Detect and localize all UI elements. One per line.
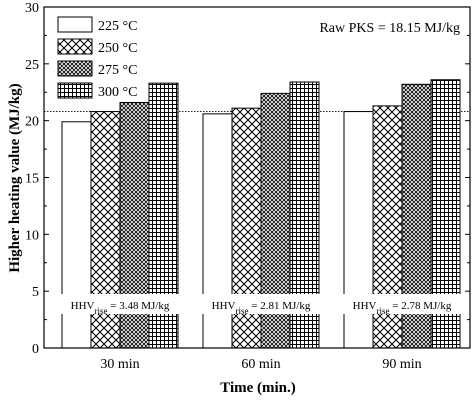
chart-annotation: Raw PKS = 18.15 MJ/kg xyxy=(319,21,460,36)
legend-swatch xyxy=(57,82,93,99)
legend-swatch xyxy=(57,38,93,55)
legend-swatch xyxy=(57,16,93,33)
rise-label-bg xyxy=(59,294,181,314)
x-axis-label: Time (min.) xyxy=(220,380,296,396)
legend-label: 250 °C xyxy=(98,41,137,56)
x-tick-label: 30 min xyxy=(100,357,139,372)
legend-swatch xyxy=(57,60,93,77)
y-tick-label: 15 xyxy=(25,172,39,187)
y-tick-label: 30 xyxy=(25,1,39,16)
rise-label: HHVrise = 2.81 MJ/kg xyxy=(212,300,311,316)
y-tick-label: 0 xyxy=(32,342,39,357)
rise-label: HHVrise = 2.78 MJ/kg xyxy=(353,300,452,316)
rise-label-bg xyxy=(200,294,322,314)
legend: 225 °C 250 °C 275 °C 300 °C xyxy=(57,16,137,100)
rise-label: HHVrise = 3.48 MJ/kg xyxy=(71,300,170,316)
bar-1-1 xyxy=(61,121,92,349)
legend-label: 275 °C xyxy=(98,63,137,78)
plot-area: 30 min 60 min 90 min 0 5 10 15 20 25 30 xyxy=(25,1,471,372)
legend-label: 300 °C xyxy=(98,85,137,100)
y-tick-label: 25 xyxy=(25,58,39,73)
y-tick-label: 20 xyxy=(25,115,39,130)
annotation-text: Raw PKS = 18.15 MJ/kg xyxy=(319,21,460,36)
y-tick-label: 10 xyxy=(25,228,39,243)
y-tick-label: 5 xyxy=(32,285,39,300)
legend-label: 225 °C xyxy=(98,19,137,34)
rise-labels: HHVrise = 3.48 MJ/kg HHVrise = 2.81 MJ/kg… xyxy=(59,294,463,316)
rise-label-bg xyxy=(341,294,463,314)
x-tick-label: 60 min xyxy=(241,357,280,372)
y-axis-label: Higher heating value (MJ/kg) xyxy=(7,83,23,272)
x-tick-label: 90 min xyxy=(382,357,421,372)
